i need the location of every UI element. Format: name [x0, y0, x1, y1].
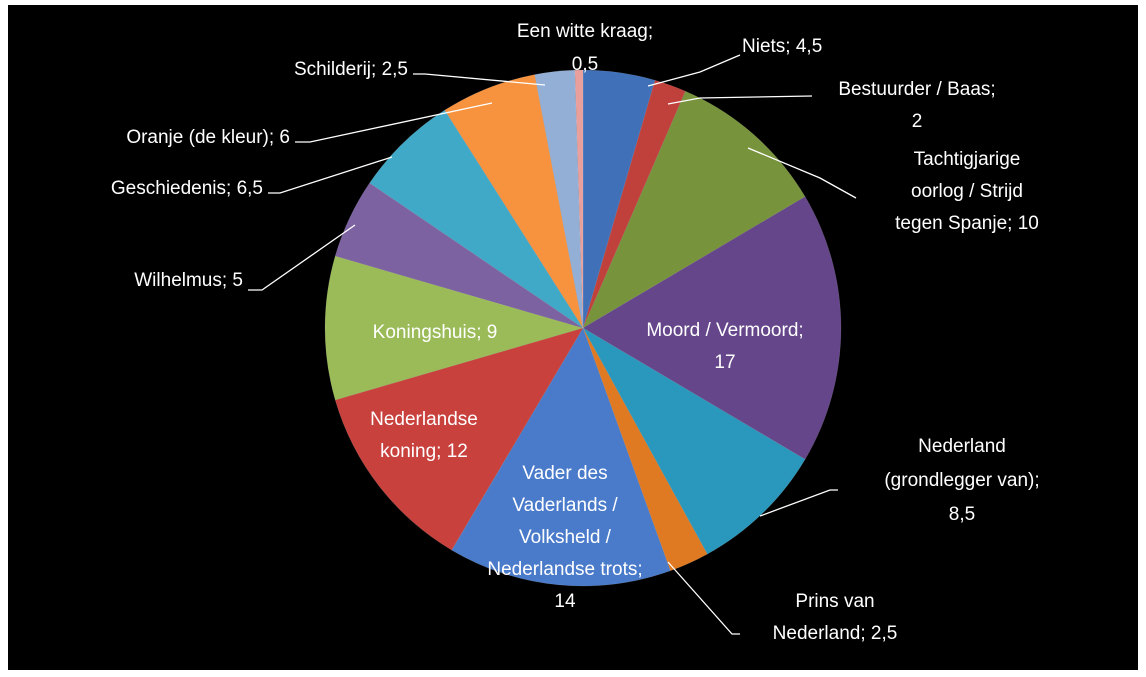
data-label: koning; 12 [380, 441, 468, 462]
data-label: Moord / Vermoord; [646, 320, 803, 341]
pie-slice [582, 196, 842, 460]
data-label: Een witte kraag; [517, 21, 653, 42]
leader-line [667, 95, 813, 105]
data-label: Vaderlands / [512, 495, 618, 516]
data-label: Wilhelmus; 5 [134, 270, 243, 291]
data-label: (grondlegger van); [884, 470, 1039, 491]
data-label: Nederlandse trots; [487, 559, 642, 580]
pie-slice [582, 69, 656, 329]
pie-slice [582, 327, 806, 555]
leader-line [667, 561, 740, 635]
pie-slice [582, 90, 806, 329]
data-label: oorlog / Strijd [911, 181, 1023, 202]
leader-line [295, 102, 493, 143]
data-label: Niets; 4,5 [742, 36, 822, 57]
data-label: 8,5 [949, 504, 975, 525]
data-label: Oranje (de kleur); 6 [126, 127, 290, 148]
data-label: 0,5 [572, 54, 598, 75]
data-label: Bestuurder / Baas; [838, 79, 995, 100]
pie-slice [582, 327, 708, 572]
pie-slice [574, 69, 584, 329]
pie-slice [582, 79, 686, 329]
data-label: Nederland [918, 436, 1006, 457]
leader-line [248, 224, 356, 291]
data-label: Nederland; 2,5 [773, 623, 898, 644]
pie-slice [451, 327, 671, 587]
pie-slice [534, 69, 584, 329]
data-label: Geschiedenis; 6,5 [111, 178, 263, 199]
data-label: Prins van [795, 591, 874, 612]
data-label: Schilderij; 2,5 [294, 59, 408, 80]
data-label: 17 [714, 352, 735, 373]
leader-line [268, 156, 393, 194]
pie-slice [334, 182, 584, 329]
data-label: Vader des [522, 463, 607, 484]
leader-line [413, 73, 546, 86]
leader-line [747, 147, 857, 199]
data-label: Tachtigjarige [914, 149, 1021, 170]
data-label: Volksheld / [519, 527, 612, 548]
data-label: tegen Spanje; 10 [895, 213, 1039, 234]
pie-slice [334, 327, 584, 551]
pie-slice [324, 255, 585, 401]
leader-line [759, 489, 838, 517]
data-label: 14 [554, 591, 576, 612]
pie-slice [369, 109, 584, 329]
leader-line [647, 54, 741, 87]
data-label: Nederlandse [370, 409, 478, 430]
data-label: Koningshuis; 9 [373, 322, 498, 343]
data-label: 2 [912, 111, 923, 132]
pie-slice [444, 74, 584, 329]
